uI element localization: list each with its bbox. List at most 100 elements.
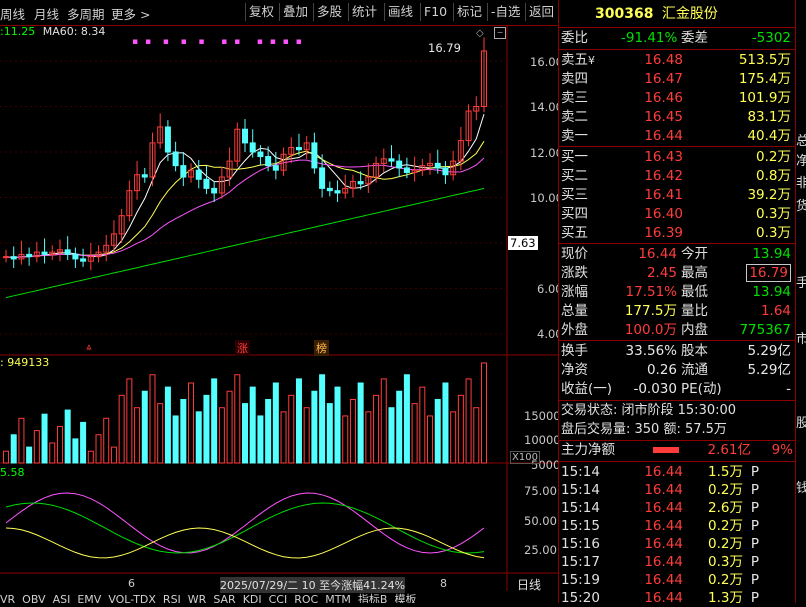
ask-flag: ¥: [588, 54, 595, 67]
indicator-tab[interactable]: MTM: [325, 593, 351, 603]
stock-code: 300368: [595, 6, 654, 22]
stat-value: 5.29亿: [747, 343, 791, 359]
tick-time: 15:16: [561, 536, 600, 552]
volume-bar: [411, 403, 418, 464]
bid-label: 买一: [561, 149, 588, 165]
stat-row: 收益(一) -0.030 PE(动) -: [561, 380, 795, 399]
bid-price: 16.40: [644, 206, 683, 222]
stat-label: 涨跌: [561, 265, 588, 281]
statistics-button[interactable]: 统计: [348, 3, 377, 21]
indicator-tab[interactable]: ROC: [294, 593, 319, 603]
ask-row[interactable]: 卖五¥ 16.48 513.5万: [561, 51, 795, 70]
event-arrow-icon[interactable]: ⩓: [86, 342, 92, 353]
ask-volume: 40.4万: [747, 128, 791, 144]
tick-row: 15:17 16.44 0.3万 P: [561, 553, 795, 571]
indicator-tab[interactable]: VR: [0, 593, 16, 603]
bid-row[interactable]: 买五 16.39 0.3万: [561, 224, 795, 243]
main-flow-row: 主力净额 2.61亿 9%: [561, 441, 795, 460]
tick-volume: 0.2万: [708, 536, 743, 552]
tick-row: 15:14 16.44 1.5万 P: [561, 463, 795, 481]
candle-body: [188, 169, 195, 178]
candle-body: [272, 165, 279, 171]
indicator-tab[interactable]: VOL-TDX: [108, 593, 156, 603]
indicator-tab[interactable]: 模板: [394, 593, 417, 603]
back-button[interactable]: 返回: [525, 3, 554, 21]
trade-status-text: 交易状态: 闭市阶段 15:30:00: [561, 403, 737, 418]
candle-body: [319, 167, 326, 189]
stat-label: 量比: [681, 303, 708, 319]
volume-bar: [295, 378, 302, 464]
multi-stock-button[interactable]: 多股: [313, 3, 342, 21]
side-strip-label: 货: [796, 195, 806, 214]
indicator-tab[interactable]: 指标B: [357, 593, 388, 603]
volume-bar: [49, 442, 56, 464]
ask-row[interactable]: 卖三 16.46 101.9万: [561, 89, 795, 108]
bid-row[interactable]: 买二 16.42 0.8万: [561, 167, 795, 186]
ranking-tag[interactable]: 榜: [314, 340, 329, 356]
tick-price: 16.44: [644, 572, 683, 588]
multi-period-tab[interactable]: 多周期: [67, 7, 105, 22]
ma-legend-item: :11.25: [0, 25, 36, 38]
bid-row[interactable]: 买三 16.41 39.2万: [561, 186, 795, 205]
candle-body: [357, 181, 364, 185]
volume-bar: [110, 446, 117, 464]
indicator-tick: 50.00: [524, 514, 557, 528]
indicator-tab[interactable]: CCI: [268, 593, 288, 603]
ask-row[interactable]: 卖一 16.44 40.4万: [561, 127, 795, 146]
stat-row: 换手 33.56% 股本 5.29亿: [561, 342, 795, 361]
indicator-tab[interactable]: KDJ: [242, 593, 262, 603]
side-strip-label: 净: [796, 150, 806, 169]
stat-label: 收益(一): [561, 381, 613, 397]
volume-bar: [265, 398, 272, 464]
more-menu[interactable]: 更多 >: [111, 4, 150, 23]
candle-body: [419, 165, 426, 171]
ask-row[interactable]: 卖四 16.47 175.4万: [561, 70, 795, 89]
adjust-button[interactable]: 复权: [245, 3, 274, 21]
ask-row[interactable]: 卖二 16.45 83.1万: [561, 108, 795, 127]
indicator-tab[interactable]: WR: [187, 593, 207, 603]
draw-line-button[interactable]: 画线: [384, 3, 413, 21]
minimize-icon[interactable]: −: [494, 27, 506, 39]
volume-bar: [442, 382, 449, 464]
limit-up-tag[interactable]: 涨: [235, 340, 250, 356]
volume-bar: [26, 446, 33, 464]
candle-body: [157, 126, 164, 144]
tick-price: 16.44: [644, 518, 683, 534]
indicator-tab[interactable]: RSI: [162, 593, 181, 603]
ask-label: 卖二: [561, 109, 588, 125]
bid-price: 16.39: [644, 225, 683, 241]
tick-price: 16.44: [644, 554, 683, 570]
overlay-button[interactable]: 叠加: [279, 3, 308, 21]
candle-body: [334, 190, 341, 194]
weekly-tab[interactable]: 周线: [0, 7, 26, 22]
bid-row[interactable]: 买四 16.40 0.3万: [561, 205, 795, 224]
monthly-tab[interactable]: 月线: [34, 7, 60, 22]
f10-button[interactable]: F10: [420, 3, 447, 21]
tick-side: P: [750, 500, 759, 516]
indicator-tab[interactable]: ASI: [52, 593, 71, 603]
indicator-tab[interactable]: EMV: [77, 593, 102, 603]
volume-bar: [457, 394, 464, 464]
candle-body: [149, 142, 156, 178]
tick-volume: 0.3万: [708, 554, 743, 570]
bid-row[interactable]: 买一 16.43 0.2万: [561, 148, 795, 167]
tick-row: 15:16 16.44 0.2万 P: [561, 535, 795, 553]
x-tick: 8: [440, 577, 447, 590]
volume-bar: [288, 394, 295, 464]
period-button[interactable]: 日线: [517, 578, 542, 592]
mark-button[interactable]: 标记: [453, 3, 482, 21]
tick-time: 15:15: [561, 518, 600, 534]
indicator-tab[interactable]: SAR: [213, 593, 236, 603]
volume-bar: [118, 394, 125, 464]
volume-bar: [141, 390, 148, 464]
side-strip-label: 非: [796, 172, 806, 191]
candle-body: [342, 187, 349, 194]
volume-bar: [349, 398, 356, 464]
remove-watchlist-button[interactable]: -自选: [487, 3, 521, 21]
kline-chart[interactable]: [0, 25, 558, 591]
current-price-tag: 7.63: [508, 236, 538, 250]
ask-volume: 101.9万: [738, 90, 791, 106]
stat-label: 流通: [681, 362, 708, 378]
tick-row: 15:14 16.44 2.6万 P: [561, 499, 795, 517]
indicator-tab[interactable]: OBV: [22, 593, 46, 603]
